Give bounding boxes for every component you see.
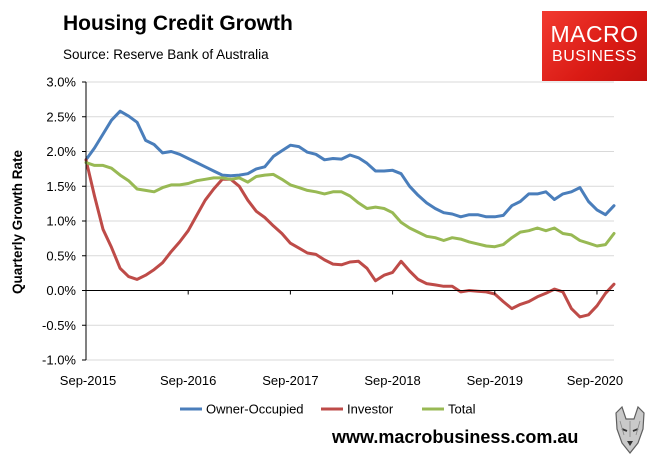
x-tick-label: Sep-2020 bbox=[567, 373, 623, 388]
macrobusiness-logo: MACRO BUSINESS bbox=[542, 11, 647, 81]
chart-title: Housing Credit Growth bbox=[63, 12, 293, 35]
series-lines bbox=[84, 109, 616, 319]
source-note: Source: Reserve Bank of Australia bbox=[63, 47, 269, 62]
y-tick-label: 2.5% bbox=[46, 109, 76, 124]
logo-line-1: MACRO bbox=[550, 21, 639, 47]
logo-line-2: BUSINESS bbox=[552, 48, 637, 65]
x-tick-label: Sep-2016 bbox=[160, 373, 216, 388]
y-tick-label: 3.0% bbox=[46, 75, 76, 90]
gridlines bbox=[86, 81, 614, 361]
x-axis-ticks: Sep-2015 Sep-2016 Sep-2017 Sep-2018 Sep-2019… bbox=[60, 290, 623, 388]
footer-url: www.macrobusiness.com.au bbox=[332, 427, 579, 447]
y-axis-ticks: -1.0% -0.5% 0.0% 0.5% 1.0% 1.5% 2.0% 2.5% 3.0% bbox=[42, 75, 86, 368]
y-tick-label: 1.0% bbox=[46, 214, 76, 229]
legend: Owner-Occupied Investor Total bbox=[180, 402, 476, 417]
series-line-total bbox=[84, 161, 616, 249]
x-tick-label: Sep-2019 bbox=[467, 373, 523, 388]
legend-label-investor: Investor bbox=[347, 402, 394, 417]
y-tick-label: -0.5% bbox=[42, 318, 76, 333]
y-axis-label: Quarterly Growth Rate bbox=[10, 149, 25, 294]
y-tick-label: -1.0% bbox=[42, 353, 76, 368]
x-tick-label: Sep-2017 bbox=[262, 373, 318, 388]
series-line-investor bbox=[84, 158, 616, 319]
x-tick-label: Sep-2015 bbox=[60, 373, 116, 388]
legend-label-total: Total bbox=[448, 402, 476, 417]
y-tick-label: 0.0% bbox=[46, 283, 76, 298]
series-line-owner-occupied bbox=[84, 109, 616, 219]
y-tick-label: 1.5% bbox=[46, 179, 76, 194]
y-tick-label: 2.0% bbox=[46, 144, 76, 159]
y-tick-label: 0.5% bbox=[46, 248, 76, 263]
x-tick-label: Sep-2018 bbox=[364, 373, 420, 388]
legend-label-owner-occupied: Owner-Occupied bbox=[206, 402, 304, 417]
wolf-mascot-icon bbox=[615, 405, 645, 454]
